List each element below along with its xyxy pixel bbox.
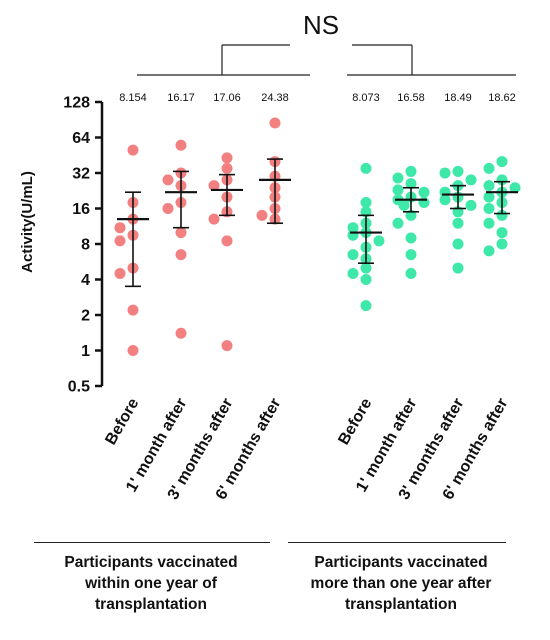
data-point: [127, 345, 139, 356]
significance-bracket: NS: [137, 10, 516, 76]
data-point: [114, 235, 126, 247]
data-points: [114, 117, 521, 356]
data-point: [405, 267, 417, 279]
data-point: [465, 174, 477, 186]
data-point: [483, 162, 495, 174]
data-point: [360, 262, 372, 274]
data-point: [221, 235, 233, 247]
data-point: [392, 172, 404, 184]
mean-value-label: 24.38: [261, 92, 289, 104]
data-point: [496, 227, 508, 239]
data-point: [347, 249, 359, 261]
data-point: [465, 199, 477, 211]
data-point: [360, 300, 372, 312]
group-right-caption: Participants vaccinated more than one ye…: [276, 552, 526, 615]
data-point: [483, 180, 495, 192]
data-point: [483, 245, 495, 257]
mean-value-label: 8.154: [119, 92, 147, 104]
y-tick-label: 128: [63, 95, 90, 112]
data-point: [398, 199, 410, 211]
data-point: [162, 203, 174, 214]
data-point: [496, 156, 508, 168]
data-point: [496, 238, 508, 250]
y-tick-label: 16: [72, 201, 90, 218]
mean-value-label: 8.073: [352, 92, 380, 104]
group-right-caption-line: transplantation: [345, 596, 457, 613]
data-point: [418, 186, 430, 198]
data-point: [405, 165, 417, 177]
data-point: [208, 213, 220, 225]
data-point: [452, 262, 464, 274]
mean-value-label: 17.06: [213, 92, 241, 104]
significance-label: NS: [303, 10, 339, 40]
data-point: [483, 217, 495, 229]
data-point: [405, 232, 417, 244]
data-point: [114, 267, 126, 279]
data-point: [347, 267, 359, 279]
y-tick-label: 2: [81, 308, 90, 325]
data-point: [269, 117, 281, 129]
data-point: [360, 274, 372, 285]
data-point: [360, 162, 372, 174]
data-point: [162, 174, 174, 186]
data-point: [221, 162, 233, 174]
group-left-caption-line: within one year of: [85, 575, 217, 592]
group-right-rule: [288, 542, 506, 543]
data-point: [208, 180, 220, 192]
data-point: [496, 174, 508, 186]
group-right-caption-line: Participants vaccinated: [314, 554, 488, 571]
data-point: [114, 222, 126, 234]
data-point: [175, 139, 187, 151]
y-tick-label: 0.5: [68, 379, 90, 396]
data-point: [496, 209, 508, 221]
data-point: [405, 249, 417, 261]
data-point: [256, 209, 268, 221]
y-axis-title: Activity(U/mL): [19, 171, 36, 273]
group-left-caption-line: Participants vaccinated: [64, 554, 238, 571]
data-point: [175, 249, 187, 261]
data-point: [127, 304, 139, 316]
data-point: [347, 229, 359, 241]
y-tick-label: 4: [81, 272, 90, 289]
data-point: [439, 167, 451, 179]
mean-value-label: 18.49: [444, 92, 472, 104]
mean-value-label: 16.17: [167, 92, 195, 104]
data-point: [452, 217, 464, 229]
y-tick-label: 64: [72, 130, 90, 147]
data-point: [439, 194, 451, 206]
category-label: Before: [335, 395, 375, 447]
y-tick-label: 1: [81, 343, 90, 360]
y-tick-label: 8: [81, 237, 90, 254]
group-left-caption-line: transplantation: [95, 596, 207, 613]
data-point: [509, 182, 521, 194]
data-point: [373, 235, 385, 247]
data-point: [221, 340, 233, 352]
data-point: [175, 227, 187, 239]
data-point: [483, 191, 495, 203]
group-right-caption-line: more than one year after: [310, 575, 492, 592]
data-point: [360, 196, 372, 208]
data-point: [405, 178, 417, 190]
data-point: [392, 184, 404, 196]
data-point: [175, 327, 187, 339]
y-tick-label: 32: [72, 166, 90, 183]
mean-value-label: 16.58: [397, 92, 425, 104]
category-label: Before: [102, 395, 142, 447]
mean-value-label: 18.62: [488, 92, 516, 104]
data-point: [452, 165, 464, 177]
data-point: [221, 152, 233, 164]
mean-labels: 8.154 16.17 17.06 24.38 8.073 16.58 18.49 18.62: [119, 92, 516, 104]
data-point: [392, 217, 404, 229]
group-left-rule: [34, 542, 270, 543]
data-point: [127, 144, 139, 156]
data-point: [452, 238, 464, 250]
error-bars: [117, 158, 518, 288]
group-left-caption: Participants vaccinated within one year …: [26, 552, 276, 615]
data-point: [483, 203, 495, 214]
y-ticks: 0.5 1 2 4 8 16 32 64 128: [63, 95, 102, 396]
